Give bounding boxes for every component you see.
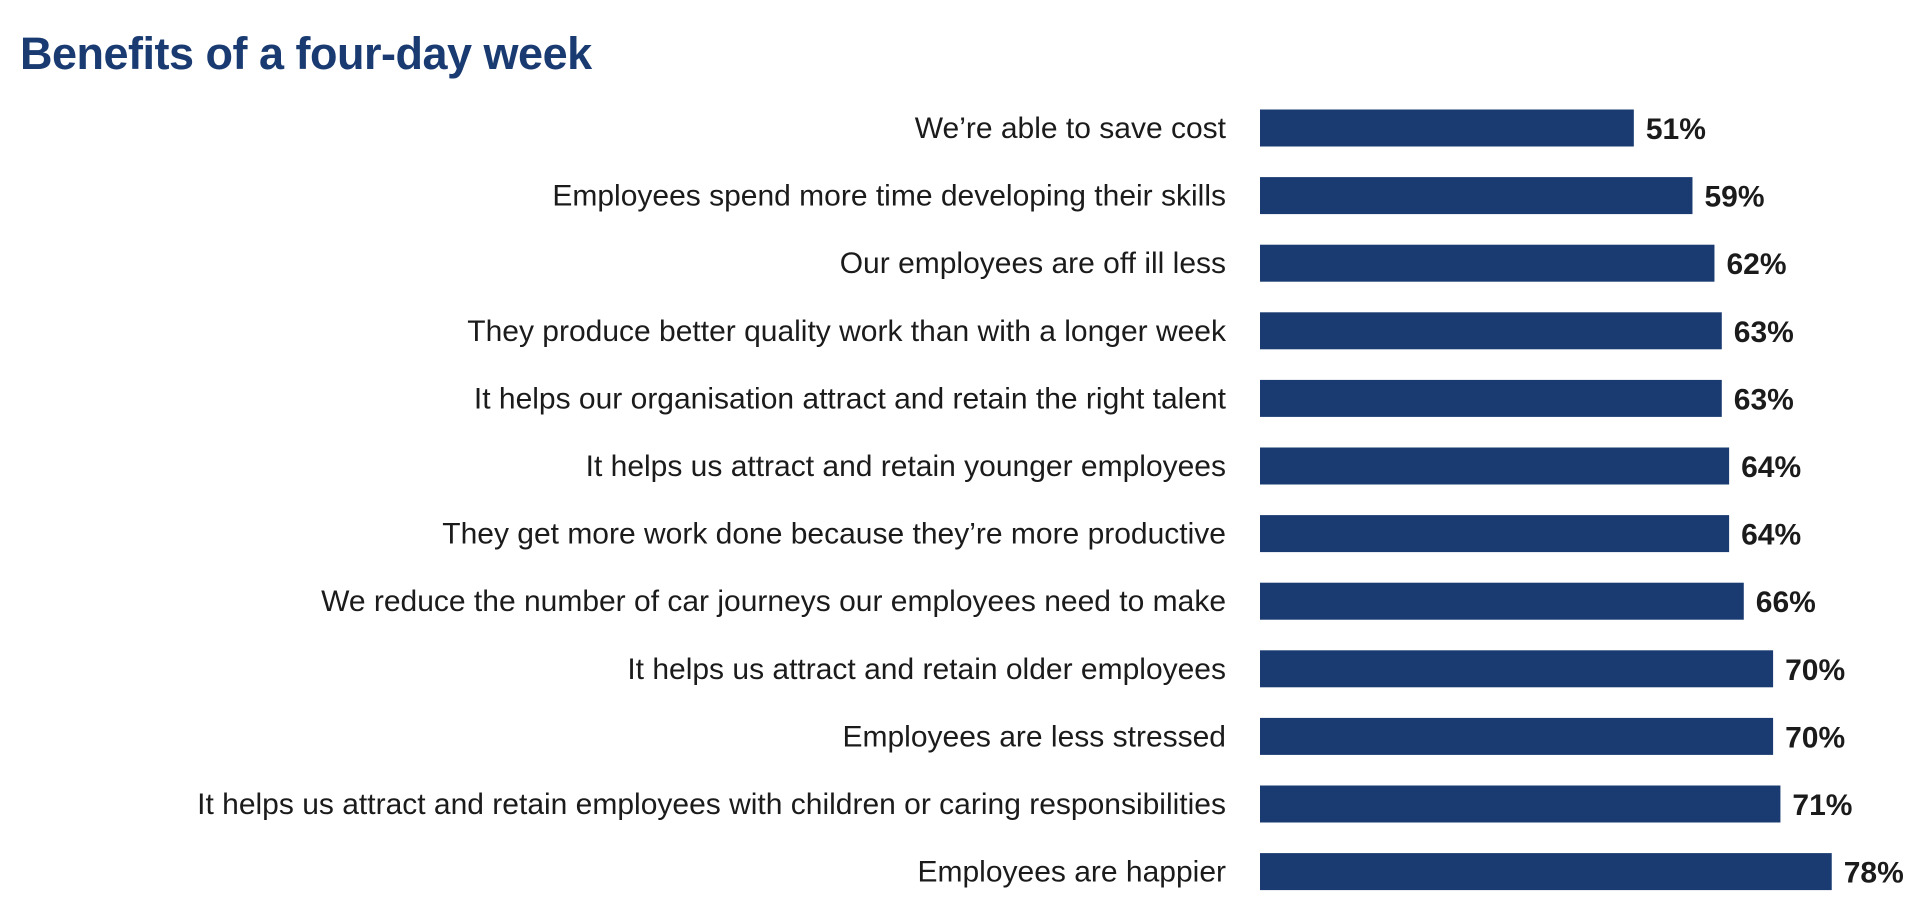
category-label: They produce better quality work than wi…	[467, 315, 1227, 348]
chart-title: Benefits of a four-day week	[20, 28, 592, 79]
category-label: It helps our organisation attract and re…	[474, 382, 1227, 415]
value-label: 70%	[1785, 721, 1845, 754]
category-label: We’re able to save cost	[915, 112, 1227, 145]
category-label: It helps us attract and retain younger e…	[586, 450, 1226, 483]
category-label: Our employees are off ill less	[840, 247, 1226, 280]
value-label: 78%	[1844, 857, 1904, 890]
bar	[1260, 650, 1774, 688]
value-label: 70%	[1785, 654, 1845, 687]
value-label: 62%	[1726, 248, 1786, 281]
bar	[1260, 853, 1832, 891]
bar	[1260, 785, 1781, 823]
bar	[1260, 177, 1693, 215]
category-label: It helps us attract and retain older emp…	[627, 653, 1226, 686]
bar	[1260, 109, 1634, 147]
bar	[1260, 379, 1722, 417]
category-label: Employees are less stressed	[843, 720, 1227, 753]
value-label: 66%	[1756, 586, 1816, 619]
bar	[1260, 515, 1730, 553]
bar	[1260, 717, 1774, 755]
bar	[1260, 312, 1722, 350]
value-label: 59%	[1704, 181, 1764, 214]
value-label: 64%	[1741, 451, 1801, 484]
value-label: 71%	[1792, 789, 1852, 822]
category-label: Employees spend more time developing the…	[552, 180, 1226, 213]
bar	[1260, 244, 1715, 282]
category-label: Employees are happier	[917, 856, 1226, 889]
category-label: They get more work done because they’re …	[442, 518, 1226, 551]
value-label: 63%	[1734, 316, 1794, 349]
value-label: 64%	[1741, 519, 1801, 552]
value-label: 63%	[1734, 383, 1794, 416]
value-label: 51%	[1646, 113, 1706, 146]
bar	[1260, 447, 1730, 485]
category-label: We reduce the number of car journeys our…	[321, 585, 1226, 618]
bar	[1260, 582, 1744, 620]
category-label: It helps us attract and retain employees…	[197, 788, 1226, 821]
